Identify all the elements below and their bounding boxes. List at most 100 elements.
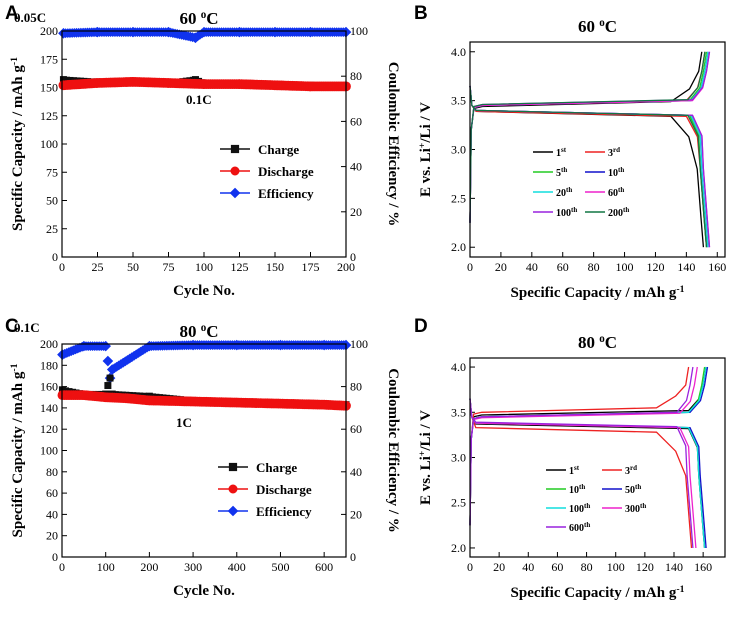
y-tick-label: 160 [40, 380, 58, 394]
x-tick-label: 140 [665, 560, 683, 574]
y-axis-label-part: E vs. Li [418, 456, 434, 505]
x-tick-label: 20 [495, 260, 507, 274]
y-tick-label: 140 [40, 401, 58, 415]
y-axis-label: Specific Capacity / mAh g-1 [9, 363, 27, 537]
x-tick-label: 100 [195, 260, 213, 274]
y-axis-label-part: + [417, 142, 428, 148]
chart-title-part: C [605, 17, 617, 36]
chart-title: 80 oC [578, 333, 617, 352]
x-axis-label-part: Specific Capacity / mAh g [511, 585, 677, 601]
cycle-suffix: th [579, 483, 585, 491]
y-axis-label-part: /Li / V [418, 410, 434, 452]
x-tick-label: 160 [708, 260, 726, 274]
charge-curve-60th [469, 51, 711, 223]
cycle-legend-label: 300th [625, 502, 646, 515]
cycle-legend-label: 200th [608, 206, 629, 219]
legend-label-discharge: Discharge [256, 482, 312, 497]
legend-label-charge: Charge [256, 460, 297, 475]
cycle-legend-label: 10th [608, 166, 624, 179]
x-tick-label: 175 [302, 260, 320, 274]
cycle-number: 60 [608, 188, 618, 199]
y2-tick-label: 40 [350, 160, 362, 174]
charge-curve-3rd [469, 51, 706, 223]
x-tick-label: 40 [526, 260, 538, 274]
charge-curve-200th [469, 51, 706, 223]
efficiency-point [190, 32, 201, 44]
cycle-suffix: th [640, 502, 646, 510]
x-tick-label: 40 [522, 560, 534, 574]
y-tick-label: 175 [40, 52, 58, 66]
annotation-rate-main: 0.1C [186, 92, 212, 107]
legend: Charge Discharge Efficiency [220, 142, 314, 201]
chart-title-part: C [605, 333, 617, 352]
x-tick-label: 100 [616, 260, 634, 274]
x-tick-label: 100 [97, 560, 115, 574]
cycle-suffix: th [618, 186, 624, 194]
cycle-suffix: th [566, 186, 572, 194]
charge-curve-20th [469, 51, 709, 223]
discharge-curve-60th [469, 85, 711, 248]
panel-D: D 80 oC 2.0 2.5 3.0 3.5 4.0 0 20 40 60 80 100 120 140 1… [414, 316, 726, 602]
chart-title: 60 oC [578, 17, 617, 36]
plot-frame [469, 41, 726, 258]
x-tick-label: 80 [581, 560, 593, 574]
y-tick-label: 3.0 [451, 451, 466, 465]
x-tick-label: 300 [184, 560, 202, 574]
y-tick-label: 3.5 [451, 94, 466, 108]
y2-tick-label: 100 [350, 24, 368, 38]
x-tick-label: 60 [551, 560, 563, 574]
cycle-legend-label: 5th [556, 166, 567, 179]
cycle-suffix: th [618, 166, 624, 174]
cycle-suffix: rd [630, 464, 637, 472]
y-axis-label-part: E vs. Li [418, 148, 434, 197]
chart-title-part: o [599, 333, 605, 345]
chart-title-part: 60 [179, 9, 200, 28]
y2-tick-label: 100 [350, 337, 368, 351]
cycle-number: 10 [608, 168, 618, 179]
y-axis-label-part: /Li / V [418, 102, 434, 144]
x-tick-label: 50 [127, 260, 139, 274]
charge-curve-1st [469, 51, 703, 223]
x-tick-label: 120 [636, 560, 654, 574]
x-tick-label: 140 [677, 260, 695, 274]
annotation-rate-initial: 0.1C [14, 320, 40, 335]
charge-point [104, 382, 112, 390]
x-axis-label: Specific Capacity / mAh g-1 [511, 584, 685, 602]
x-tick-label: 60 [557, 260, 569, 274]
series-efficiency [58, 26, 352, 44]
legend: Charge Discharge Efficiency [218, 460, 312, 519]
efficiency-point [58, 27, 69, 39]
x-axis-label-part: -1 [676, 584, 684, 595]
legend-label-charge: Charge [258, 142, 299, 157]
cycle-legend-label: 50th [625, 483, 641, 496]
cycle-number: 10 [569, 485, 579, 496]
cycle-number: 200 [608, 208, 623, 219]
x-tick-label: 400 [228, 560, 246, 574]
chart-title-part: C [206, 9, 218, 28]
cycle-legend-label: 20th [556, 186, 572, 199]
y-tick-label: 100 [40, 444, 58, 458]
y-tick-label: 125 [40, 109, 58, 123]
y-tick-label: 20 [46, 529, 58, 543]
panel-letter: A [5, 3, 19, 24]
y-tick-label: 40 [46, 507, 58, 521]
cycle-number: 50 [625, 485, 635, 496]
y-tick-label: 180 [40, 358, 58, 372]
x-tick-label: 80 [588, 260, 600, 274]
cycle-number: 100 [556, 208, 571, 219]
voltage-curves [469, 366, 709, 549]
series-discharge [57, 390, 351, 411]
annotation-rate-initial: 0.05C [14, 10, 46, 25]
cycle-suffix: th [623, 206, 629, 214]
cycle-suffix: th [561, 166, 567, 174]
chart-title-part: 60 [578, 17, 599, 36]
y2-tick-label: 0 [350, 550, 356, 564]
panel-letter: C [5, 316, 19, 337]
legend-marker-discharge [228, 484, 238, 494]
chart-title-part: 80 [578, 333, 599, 352]
cycle-legend-label: 3rd [608, 146, 620, 159]
y-axis-label: E vs. Li+/Li / V [417, 102, 435, 197]
discharge-curve-10th [469, 85, 709, 248]
y-tick-label: 50 [46, 194, 58, 208]
